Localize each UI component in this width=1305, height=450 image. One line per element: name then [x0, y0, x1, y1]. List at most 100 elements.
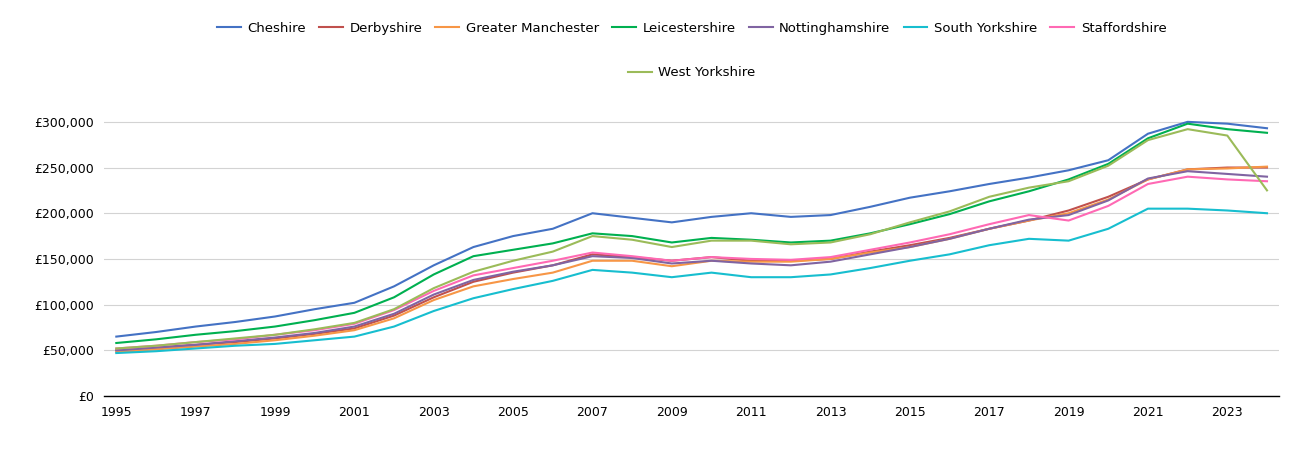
Greater Manchester — [744, 259, 760, 264]
Cheshire — [268, 314, 283, 319]
Cheshire — [1141, 131, 1156, 136]
Staffordshire — [1219, 177, 1235, 182]
Nottinghamshire — [108, 347, 124, 353]
Greater Manchester — [1219, 166, 1235, 171]
South Yorkshire — [744, 274, 760, 280]
Cheshire — [902, 195, 917, 200]
Leicestershire — [268, 324, 283, 329]
Line: West Yorkshire: West Yorkshire — [116, 129, 1267, 348]
South Yorkshire — [822, 272, 838, 277]
Greater Manchester — [1259, 164, 1275, 169]
Leicestershire — [1180, 121, 1195, 126]
Greater Manchester — [149, 346, 164, 352]
Derbyshire — [783, 258, 799, 263]
South Yorkshire — [307, 338, 322, 343]
Staffordshire — [425, 288, 441, 293]
West Yorkshire — [624, 237, 639, 243]
Nottinghamshire — [227, 338, 243, 344]
Derbyshire — [744, 258, 760, 263]
Greater Manchester — [307, 333, 322, 338]
Staffordshire — [347, 321, 363, 327]
Derbyshire — [1259, 165, 1275, 170]
Greater Manchester — [1061, 211, 1077, 216]
South Yorkshire — [386, 324, 402, 329]
Cheshire — [1180, 119, 1195, 125]
Staffordshire — [981, 221, 997, 227]
Nottinghamshire — [783, 263, 799, 268]
Greater Manchester — [505, 276, 521, 282]
Nottinghamshire — [505, 269, 521, 274]
Staffordshire — [1141, 181, 1156, 187]
West Yorkshire — [347, 320, 363, 326]
South Yorkshire — [585, 267, 600, 273]
Line: Derbyshire: Derbyshire — [116, 167, 1267, 350]
Staffordshire — [1021, 212, 1036, 218]
Staffordshire — [783, 257, 799, 262]
Leicestershire — [386, 295, 402, 300]
Leicestershire — [149, 337, 164, 342]
Leicestershire — [703, 235, 719, 241]
Line: Leicestershire: Leicestershire — [116, 124, 1267, 343]
Leicestershire — [664, 240, 680, 245]
Nottinghamshire — [149, 345, 164, 350]
South Yorkshire — [1180, 206, 1195, 211]
West Yorkshire — [783, 242, 799, 247]
Greater Manchester — [268, 338, 283, 343]
West Yorkshire — [744, 238, 760, 243]
Cheshire — [863, 204, 878, 210]
Cheshire — [307, 306, 322, 312]
Cheshire — [149, 329, 164, 335]
Leicestershire — [1100, 161, 1116, 166]
Leicestershire — [863, 231, 878, 236]
Staffordshire — [1100, 203, 1116, 209]
Leicestershire — [1061, 177, 1077, 182]
Leicestershire — [505, 247, 521, 252]
West Yorkshire — [545, 249, 561, 254]
Cheshire — [545, 226, 561, 231]
Nottinghamshire — [1061, 212, 1077, 218]
West Yorkshire — [307, 327, 322, 332]
Nottinghamshire — [1259, 174, 1275, 180]
Nottinghamshire — [624, 255, 639, 261]
Staffordshire — [108, 346, 124, 351]
South Yorkshire — [545, 278, 561, 284]
Cheshire — [822, 212, 838, 218]
Staffordshire — [466, 273, 482, 278]
West Yorkshire — [1259, 188, 1275, 193]
Cheshire — [664, 220, 680, 225]
Derbyshire — [149, 345, 164, 350]
Leicestershire — [822, 238, 838, 243]
Greater Manchester — [545, 270, 561, 275]
South Yorkshire — [108, 351, 124, 356]
Greater Manchester — [347, 328, 363, 333]
South Yorkshire — [1100, 226, 1116, 231]
West Yorkshire — [902, 220, 917, 225]
Greater Manchester — [585, 258, 600, 263]
Leicestershire — [1259, 130, 1275, 135]
Derbyshire — [425, 295, 441, 300]
South Yorkshire — [227, 343, 243, 348]
Nottinghamshire — [1021, 217, 1036, 222]
South Yorkshire — [1219, 208, 1235, 213]
South Yorkshire — [466, 296, 482, 301]
Nottinghamshire — [545, 263, 561, 268]
West Yorkshire — [1219, 133, 1235, 138]
Leicestershire — [307, 317, 322, 323]
West Yorkshire — [1180, 126, 1195, 132]
Staffordshire — [703, 254, 719, 260]
Greater Manchester — [624, 258, 639, 263]
Derbyshire — [1141, 177, 1156, 182]
Cheshire — [1021, 175, 1036, 180]
Cheshire — [1219, 121, 1235, 126]
West Yorkshire — [425, 285, 441, 291]
South Yorkshire — [942, 252, 958, 257]
Leicestershire — [902, 221, 917, 227]
Greater Manchester — [1180, 166, 1195, 172]
Derbyshire — [1219, 165, 1235, 170]
West Yorkshire — [268, 332, 283, 338]
Cheshire — [188, 324, 204, 329]
West Yorkshire — [466, 269, 482, 274]
Cheshire — [227, 320, 243, 325]
Nottinghamshire — [466, 277, 482, 283]
Nottinghamshire — [425, 292, 441, 297]
